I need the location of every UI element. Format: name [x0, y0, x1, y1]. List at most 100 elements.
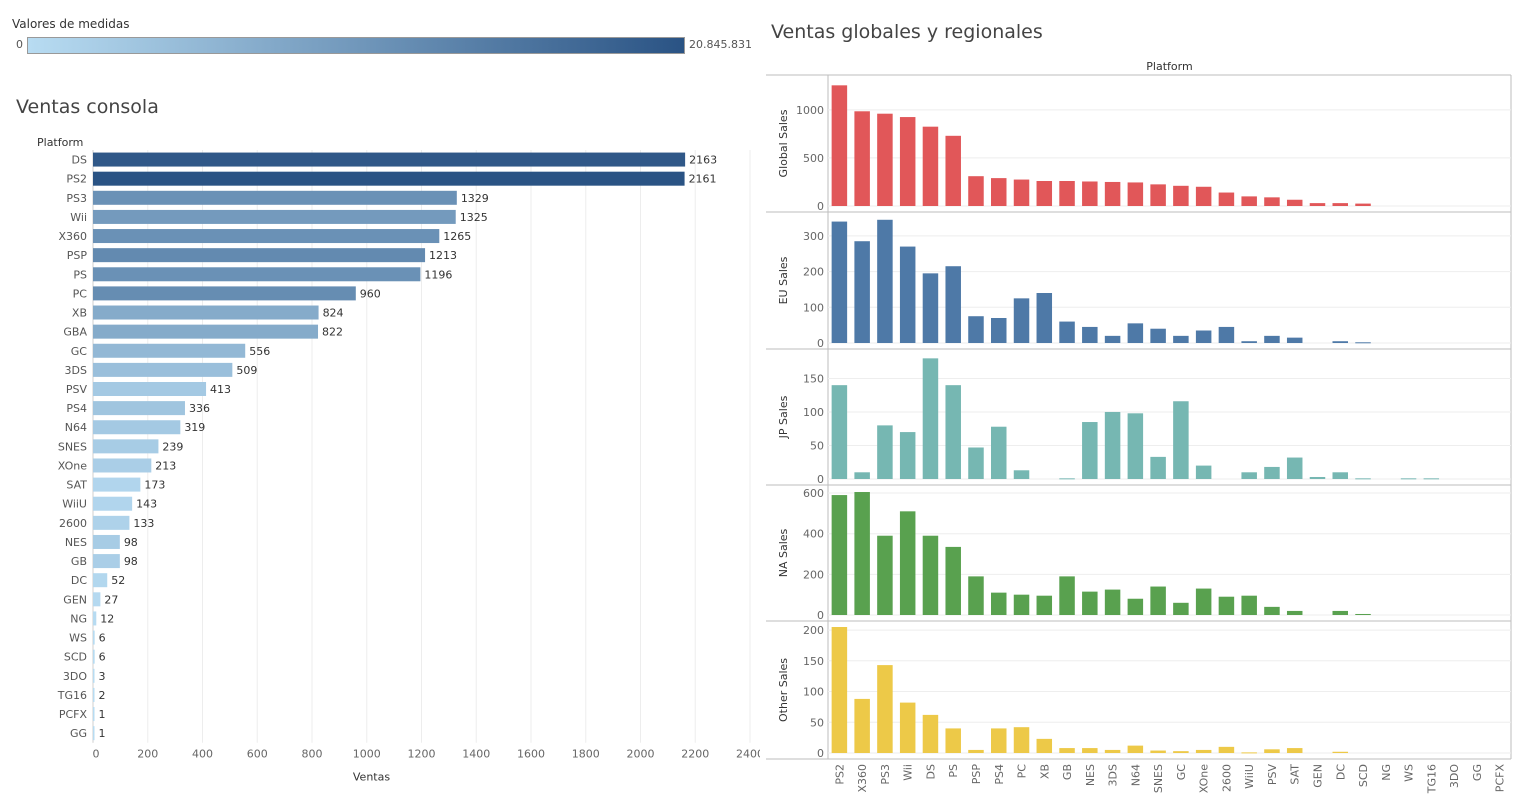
bar [1400, 478, 1417, 480]
y-tick-label: 0 [817, 473, 824, 486]
bar [1173, 185, 1189, 206]
bar [1286, 610, 1303, 615]
bar [1104, 335, 1121, 343]
legend-title: Valores de medidas [12, 17, 130, 31]
data-label: 1265 [443, 230, 471, 243]
bar [93, 190, 457, 205]
bar [877, 665, 893, 753]
bar [1264, 466, 1280, 479]
category-label: PS [73, 268, 87, 281]
bar [968, 316, 984, 343]
bar [1059, 478, 1075, 480]
series-axis-title: NA Sales [777, 528, 790, 577]
bar [1036, 181, 1053, 206]
data-label: 6 [99, 651, 106, 664]
bar [899, 246, 916, 343]
y-tick-label: 100 [803, 686, 824, 699]
bar [877, 535, 893, 615]
data-label: 173 [144, 479, 165, 492]
bar [854, 492, 870, 615]
bar [991, 592, 1007, 615]
x-tick-label: SAT [1289, 764, 1302, 785]
category-label: PSP [67, 249, 88, 262]
bar [93, 726, 95, 741]
data-label: 1 [99, 727, 106, 740]
data-label: 1329 [461, 192, 489, 205]
data-label: 143 [136, 498, 157, 511]
bar [1082, 422, 1098, 479]
bar [1355, 613, 1371, 615]
bar [945, 385, 961, 479]
bar [1150, 184, 1166, 206]
category-label: PC [73, 287, 88, 300]
category-label: SCD [64, 651, 87, 664]
bar [1332, 751, 1348, 753]
data-label: 1 [99, 708, 106, 721]
bar [93, 171, 685, 186]
bar [1355, 342, 1371, 344]
y-tick-label: 200 [803, 624, 824, 637]
bar [1332, 472, 1348, 479]
x-tick-label: N64 [1129, 764, 1142, 786]
bar [1241, 196, 1257, 206]
bar [1218, 746, 1235, 753]
bar [831, 385, 848, 479]
x-tick-label: XOne [1198, 764, 1211, 793]
bar [899, 702, 916, 753]
data-label: 1325 [460, 211, 488, 224]
bar [93, 707, 95, 722]
bar [1104, 181, 1121, 206]
category-label: XB [72, 307, 87, 320]
category-label: GEN [63, 593, 87, 606]
bar [1173, 751, 1189, 753]
data-label: 3 [99, 670, 106, 683]
bar [1150, 456, 1166, 479]
x-tick-label: PS4 [993, 764, 1006, 785]
bar [93, 439, 159, 454]
bar [93, 267, 421, 282]
bar [1241, 341, 1257, 343]
bar [1195, 186, 1212, 206]
bar [1332, 610, 1348, 615]
x-tick-label: 800 [302, 748, 323, 761]
bar [1082, 591, 1098, 615]
y-tick-label: 200 [803, 266, 824, 279]
bar [922, 714, 939, 753]
x-tick-label: GG [1471, 764, 1484, 781]
bar [1218, 326, 1235, 343]
category-label: SAT [66, 479, 87, 492]
legend-color-ramp[interactable] [27, 37, 685, 54]
bar [899, 432, 916, 479]
bar [1264, 197, 1280, 206]
x-tick-label: 400 [192, 748, 213, 761]
bar [1241, 472, 1257, 479]
x-tick-label: 600 [247, 748, 268, 761]
bar [1127, 745, 1144, 753]
x-tick-label: SNES [1152, 764, 1165, 793]
bar [1127, 413, 1144, 479]
bar [1013, 470, 1030, 479]
bar [1082, 326, 1098, 343]
bar [877, 425, 893, 479]
x-tick-label: GC [1175, 764, 1188, 781]
bar [1286, 199, 1303, 206]
data-label: 12 [100, 612, 114, 625]
bar [93, 458, 152, 473]
category-label: PSV [66, 383, 88, 396]
bar [831, 627, 848, 753]
bar [1173, 401, 1189, 479]
bar [991, 318, 1007, 343]
bar [93, 248, 426, 263]
x-tick-label: GB [1061, 764, 1074, 780]
data-label: 52 [111, 574, 125, 587]
bar [968, 176, 984, 206]
category-label: 3DS [65, 364, 87, 377]
y-tick-label: 1000 [796, 104, 824, 117]
bar [1195, 465, 1212, 479]
category-label: Wii [70, 211, 87, 224]
bar [93, 382, 207, 396]
data-label: 133 [133, 517, 154, 530]
data-label: 6 [99, 632, 106, 645]
bar [93, 229, 440, 244]
bar [854, 698, 870, 753]
